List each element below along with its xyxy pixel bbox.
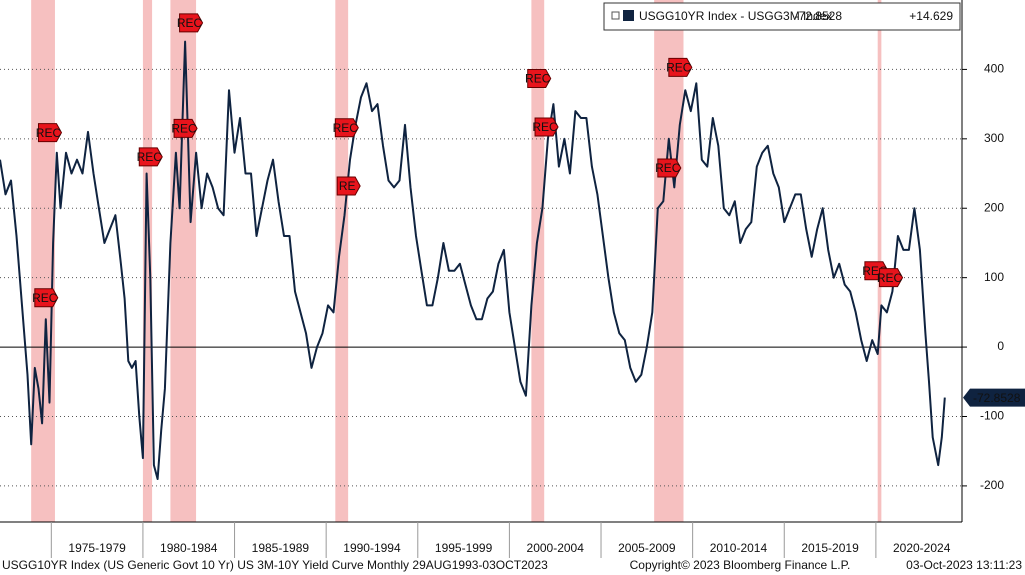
y-tick-label: -100	[980, 409, 1004, 423]
rec-marker	[534, 117, 559, 137]
line-layer	[0, 40, 946, 480]
rec-marker	[173, 118, 198, 138]
series-line	[0, 40, 946, 480]
x-period-label: 1980-1984	[160, 541, 218, 555]
grid-layer	[0, 68, 962, 487]
last-value-tag	[963, 388, 1025, 407]
rec-marker-label: REC	[525, 72, 551, 86]
legend-swatch	[623, 10, 634, 21]
y-tick-label: 300	[984, 131, 1004, 145]
legend-change: +14.629	[909, 9, 953, 23]
last-value-label: -72.8528	[973, 391, 1021, 405]
rec-marker	[334, 118, 359, 138]
rec-marker-label: REC	[333, 121, 359, 135]
rec-marker	[37, 123, 63, 143]
recession-band	[335, 0, 349, 522]
rec-marker	[527, 68, 552, 88]
footer-center: Copyright© 2023 Bloomberg Finance L.P.	[630, 558, 851, 572]
y-tick-label: 200	[984, 200, 1004, 214]
legend-box	[603, 2, 961, 31]
legend-value: -72.8528	[795, 9, 843, 23]
x-period-label: 1995-1999	[435, 541, 493, 555]
recession-band	[142, 0, 153, 522]
legend: USGG10YR Index - USGG3M Index -72.8528 +…	[603, 2, 961, 31]
x-period-label: 2010-2014	[710, 541, 768, 555]
rec-marker	[138, 147, 163, 167]
y-tick-label: 0	[997, 339, 1004, 353]
footer-left: USGG10YR Index (US Generic Govt 10 Yr) U…	[2, 558, 548, 572]
y-tick-label: -200	[980, 478, 1004, 492]
recession-band	[877, 0, 882, 522]
x-period-label: 2020-2024	[893, 541, 951, 555]
rec-marker	[179, 13, 204, 33]
footer-right: 03-Oct-2023 13:11:23	[906, 558, 1022, 572]
rec-marker-label: RE	[339, 179, 356, 193]
legend-label: USGG10YR Index - USGG3M Index	[639, 9, 832, 23]
x-period-label: 1990-1994	[343, 541, 401, 555]
rec-marker-label: REC	[36, 126, 62, 140]
y-tick-label: 400	[984, 62, 1004, 76]
band-layer	[31, 0, 882, 522]
rec-marker-label: REC	[666, 61, 692, 75]
x-period-label: 2005-2009	[618, 541, 676, 555]
rec-marker-label: REC	[177, 16, 203, 30]
x-period-label: 2015-2019	[801, 541, 859, 555]
rec-marker	[336, 176, 361, 196]
rec-marker	[668, 57, 693, 77]
x-period-label: 1985-1989	[252, 541, 310, 555]
x-period-label: 2000-2004	[527, 541, 585, 555]
rec-marker	[879, 268, 904, 288]
x-period-label: 1975-1979	[68, 541, 126, 555]
recession-band	[31, 0, 55, 522]
rec-marker-label: REC	[171, 122, 197, 136]
rec-marker-label: REC	[655, 161, 681, 175]
rec-marker	[34, 288, 59, 308]
recession-band	[654, 0, 684, 522]
rec-marker-label: REC	[532, 120, 558, 134]
rec-marker-label: REC	[137, 150, 163, 164]
y-tick-label: 100	[984, 270, 1004, 284]
legend-toggle[interactable]	[611, 11, 620, 20]
rec-marker-label: REC	[32, 291, 58, 305]
rec-marker-label: REC	[877, 271, 903, 285]
rec-marker	[657, 158, 682, 178]
